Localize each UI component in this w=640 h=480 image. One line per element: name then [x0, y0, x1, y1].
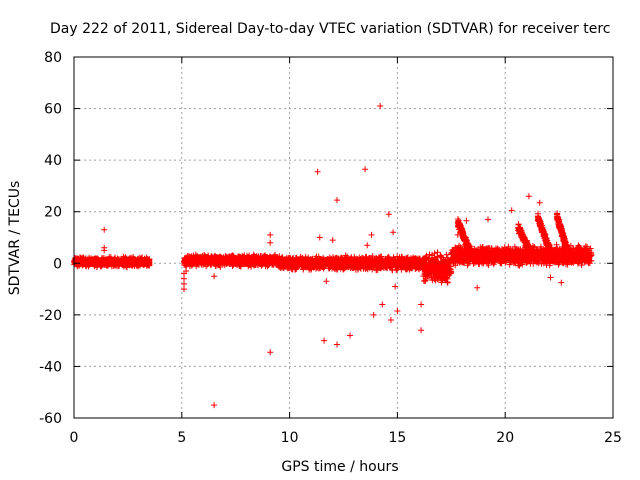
- x-tick-label: 0: [70, 430, 79, 446]
- data-point: [211, 402, 218, 409]
- data-point: [267, 239, 274, 246]
- data-point: [485, 216, 491, 223]
- data-point: [368, 231, 375, 238]
- data-point: [385, 211, 392, 218]
- data-point: [379, 301, 386, 308]
- y-tick-label: -20: [39, 308, 62, 324]
- data-point: [474, 284, 481, 291]
- axis-ticks: 0 5 10 15 20 25 -60 -40 -20 0 20 40 60 80: [39, 50, 622, 446]
- data-point: [418, 327, 425, 334]
- data-point: [508, 207, 515, 214]
- data-point: [377, 103, 384, 109]
- data-point: [364, 242, 371, 249]
- chart-title: Day 222 of 2011, Sidereal Day-to-day VTE…: [50, 21, 610, 37]
- data-point: [267, 349, 274, 356]
- x-tick-label: 10: [281, 430, 299, 446]
- data-point: [342, 252, 349, 259]
- x-axis-label: GPS time / hours: [281, 459, 398, 475]
- data-band: [275, 253, 427, 274]
- data-point: [362, 166, 369, 173]
- x-tick-label: 25: [604, 430, 622, 446]
- data-ridge: [454, 216, 476, 264]
- data-point: [321, 337, 328, 344]
- data-point: [181, 275, 187, 282]
- data-points: [71, 103, 595, 409]
- y-axis-label: SDTVAR / TECUs: [7, 181, 23, 296]
- data-point: [334, 197, 340, 204]
- data-point: [392, 283, 399, 290]
- data-point: [316, 234, 323, 241]
- data-point: [314, 168, 321, 175]
- data-ridge: [515, 221, 537, 263]
- grid-lines: [74, 57, 613, 418]
- data-point: [329, 237, 336, 244]
- data-ridge: [554, 210, 573, 264]
- data-point: [347, 332, 353, 339]
- data-point: [547, 274, 554, 281]
- data-ridge: [534, 210, 556, 264]
- y-tick-label: 80: [44, 50, 62, 66]
- y-tick-label: 0: [53, 256, 62, 272]
- data-point: [558, 279, 565, 286]
- data-point: [390, 229, 397, 236]
- data-point: [418, 301, 425, 308]
- data-point: [334, 341, 340, 348]
- data-point: [101, 247, 108, 254]
- y-tick-label: 40: [44, 153, 62, 169]
- data-point: [387, 317, 394, 323]
- x-tick-label: 20: [496, 430, 514, 446]
- data-point: [370, 311, 377, 318]
- y-tick-label: -60: [39, 411, 62, 427]
- x-tick-label: 5: [177, 430, 186, 446]
- y-tick-label: 20: [44, 205, 62, 221]
- data-point: [267, 231, 274, 238]
- data-point: [101, 226, 108, 233]
- data-point: [525, 193, 532, 200]
- data-point: [181, 286, 187, 293]
- y-tick-label: -40: [39, 359, 62, 375]
- data-band: [71, 253, 153, 271]
- data-point: [323, 278, 330, 285]
- data-point: [211, 273, 218, 280]
- y-tick-label: 60: [44, 102, 62, 118]
- data-band: [420, 249, 455, 286]
- data-point: [536, 199, 543, 206]
- data-band: [181, 251, 282, 271]
- x-tick-label: 15: [388, 430, 406, 446]
- data-point: [463, 217, 470, 224]
- data-point: [183, 268, 190, 274]
- data-point: [454, 231, 461, 238]
- data-point: [181, 280, 187, 287]
- data-point: [394, 308, 401, 314]
- plot-frame: [73, 56, 614, 419]
